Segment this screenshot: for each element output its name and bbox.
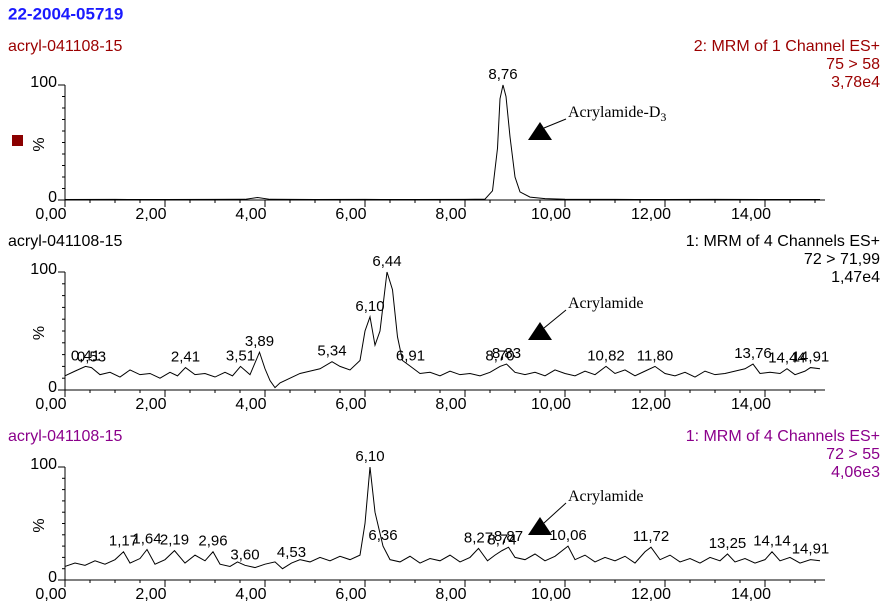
trace <box>64 271 821 389</box>
peak-label: 13,25 <box>709 535 747 552</box>
y-tick-label: 100 <box>30 261 57 278</box>
peak-label: 8,74 <box>487 532 516 549</box>
y-axis-label: % <box>31 518 48 532</box>
sample-name: acryl-041108-15 <box>8 428 123 445</box>
peak-label: 6,36 <box>368 527 397 544</box>
x-tick-label: 0,00 <box>35 586 66 603</box>
arrow-head <box>528 322 552 340</box>
annotation-text: Acrylamide-D <box>568 104 660 121</box>
peak-label: 10,06 <box>549 527 587 544</box>
peak-label: 3,51 <box>226 347 255 364</box>
peak-label: 1,17 <box>109 533 138 550</box>
y-tick-label: 0 <box>48 189 57 206</box>
x-tick-label: 8,00 <box>435 586 466 603</box>
x-tick-label: 4,00 <box>235 396 266 413</box>
peak-label: 8,27 <box>464 529 493 546</box>
x-tick-label: 2,00 <box>135 206 166 223</box>
x-tick-label: 10,00 <box>531 396 571 413</box>
peak-label: 11,72 <box>633 528 669 545</box>
peak-label: 13,76 <box>734 345 772 362</box>
peak-label: 2,19 <box>160 532 189 549</box>
peak-label: 1,64 <box>132 530 161 547</box>
report-title: 22-2004-05719 <box>8 4 123 23</box>
annotation: Acrylamide-D3 <box>568 104 666 124</box>
transition: 72 > 55 <box>826 446 880 463</box>
y-tick-label: 100 <box>30 74 57 91</box>
y-axis-label: % <box>31 326 48 340</box>
peak-label: 11,80 <box>637 347 673 364</box>
x-tick-label: 8,00 <box>435 396 466 413</box>
y-tick-label: 0 <box>48 569 57 586</box>
x-tick-label: 12,00 <box>631 206 671 223</box>
peak-label: 6,44 <box>372 253 401 270</box>
x-tick-label: 14,00 <box>731 206 771 223</box>
x-tick-label: 12,00 <box>631 586 671 603</box>
x-tick-label: 8,00 <box>435 206 466 223</box>
trace <box>64 466 821 570</box>
x-tick-label: 4,00 <box>235 586 266 603</box>
peak-label: 3,89 <box>245 333 274 350</box>
x-tick-label: 6,00 <box>335 396 366 413</box>
sample-name: acryl-041108-15 <box>8 233 123 250</box>
x-tick-label: 0,00 <box>35 396 66 413</box>
arrow-head <box>528 517 552 535</box>
annotation-text: Acrylamide <box>568 488 644 505</box>
arrow-line <box>543 309 567 329</box>
peak-label: 5,34 <box>317 343 346 360</box>
x-tick-label: 6,00 <box>335 586 366 603</box>
peak-label: 6,10 <box>355 448 384 465</box>
annotation: Acrylamide <box>568 295 644 312</box>
arrow-line <box>543 118 567 129</box>
peak-label: 0,41 <box>71 347 100 364</box>
peak-label: 8,87 <box>494 528 523 545</box>
peak-label: 14,44 <box>768 350 806 367</box>
x-tick-label: 14,00 <box>731 396 771 413</box>
x-tick-label: 0,00 <box>35 206 66 223</box>
annotation: Acrylamide <box>568 488 644 505</box>
peak-label: 6,10 <box>355 298 384 315</box>
x-tick-label: 2,00 <box>135 586 166 603</box>
peak-label: 2,41 <box>171 349 200 366</box>
annotation-text: Acrylamide <box>568 295 644 312</box>
sample-name: acryl-041108-15 <box>8 38 123 55</box>
intensity: 1,47e4 <box>831 269 880 286</box>
y-tick-label: 0 <box>48 379 57 396</box>
intensity: 3,78e4 <box>831 74 880 91</box>
function: 2: MRM of 1 Channel ES+ <box>694 38 880 55</box>
x-tick-label: 6,00 <box>335 206 366 223</box>
peak-label: 14,91 <box>792 349 830 366</box>
x-tick-label: 4,00 <box>235 206 266 223</box>
peak-label: 10,82 <box>587 347 625 364</box>
trace <box>64 84 820 201</box>
peak-label: 8,83 <box>492 345 521 362</box>
peak-label: 14,91 <box>792 541 830 558</box>
function: 1: MRM of 4 Channels ES+ <box>686 428 880 445</box>
y-axis-label: % <box>31 137 48 151</box>
transition: 72 > 71,99 <box>804 251 880 268</box>
annotation-subscript: 3 <box>660 110 666 124</box>
peak-label: 8,76 <box>488 66 517 83</box>
peak-label: 4,53 <box>277 544 306 561</box>
x-tick-label: 10,00 <box>531 586 571 603</box>
trace-marker <box>12 135 23 146</box>
x-tick-label: 10,00 <box>531 206 571 223</box>
x-tick-label: 12,00 <box>631 396 671 413</box>
function: 1: MRM of 4 Channels ES+ <box>686 233 880 250</box>
peak-label: 0,53 <box>77 349 106 366</box>
arrow-line <box>543 502 567 524</box>
intensity: 4,06e3 <box>831 464 880 481</box>
peak-label: 8,70 <box>485 347 514 364</box>
x-tick-label: 14,00 <box>731 586 771 603</box>
peak-label: 3,60 <box>230 546 259 563</box>
arrow-head <box>528 122 552 140</box>
peak-label: 2,96 <box>198 533 227 550</box>
peak-label: 14,14 <box>753 533 791 550</box>
transition: 75 > 58 <box>826 56 880 73</box>
y-tick-label: 100 <box>30 456 57 473</box>
peak-label: 6,91 <box>396 347 425 364</box>
x-tick-label: 2,00 <box>135 396 166 413</box>
